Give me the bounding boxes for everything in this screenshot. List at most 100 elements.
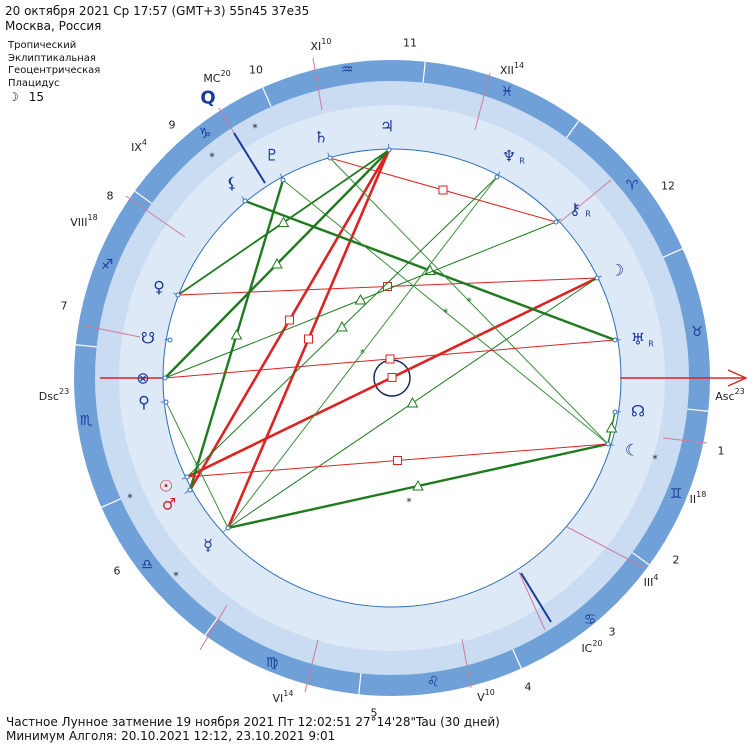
cusp-label: II18 [690,490,707,506]
trine-aspect-icon [271,257,283,269]
eclipse-info: Частное Лунное затмение 19 ноября 2021 П… [6,715,500,729]
planet-anchor-dot [386,147,392,153]
house-number: 12 [661,180,675,193]
planet-anchor-dot [225,525,231,531]
trine-aspect-icon [354,293,367,305]
house-cusp-line [304,639,319,693]
sign-divider [75,344,97,348]
planet-anchor-dot [175,292,181,298]
star-marker: * [406,496,412,509]
lilith-icon: ⚸ [226,174,238,193]
house-number: 9 [169,119,176,132]
sign-divider [101,498,121,508]
sextile-aspect-icon: ✶ [465,296,473,306]
star-marker: * [127,492,133,505]
house-cusp-line [474,72,491,131]
star-marker: * [209,151,215,164]
cusp-label: VIII18 [70,213,97,229]
moon-phase: ☽ 15 [8,90,54,104]
trine-aspect-icon [277,216,290,227]
house-cusp-line [125,195,186,238]
house-cusp-line [566,526,644,568]
planet-anchor-dot [184,474,190,480]
house-number: 6 [114,565,121,578]
house-cusp-line [461,638,472,689]
cusp-label: V10 [477,688,495,704]
house-number: 4 [525,681,532,694]
chart-footer: Частное Лунное затмение 19 ноября 2021 П… [6,715,500,743]
sign-divider [631,552,650,566]
sign-glyph-icon: ♈ [626,178,639,194]
sextile-aspect-icon: ✶ [442,307,450,317]
star-marker: * [252,122,258,135]
asc-arrow-icon [727,369,748,387]
saturn-icon: ♄ [314,128,328,147]
algol-info: Минимум Алголя: 20.10.2021 12:12, 23.10.… [6,729,336,743]
pluto-icon: ♇ [265,146,279,165]
mc-label: MC20 [203,69,230,85]
chart-header: 20 октября 2021 Ср 17:57 (GMT+3) 55n45 3… [5,4,309,34]
star-marker: * [173,570,179,583]
cusp-label: XII14 [500,61,524,77]
sign-divider [134,190,153,204]
square-aspect-icon [385,354,395,364]
house-cusp-line [199,604,228,651]
sign-glyph-icon: ♌ [427,674,440,690]
planet-anchor-dot [327,155,333,161]
aspect-line [282,179,609,445]
house-cusp-line [559,179,612,223]
cusp-label: IX4 [131,138,147,154]
sign-glyph-icon: ♋ [584,612,597,628]
planet-anchor-dot [242,198,248,204]
house-number: 11 [403,37,417,50]
trine-aspect-icon [412,479,424,491]
aspect-line [227,176,498,529]
aspect-line [165,401,229,529]
square-aspect-icon [304,334,313,344]
cusp-label: VI14 [273,689,294,705]
chiron-retro-label: R [585,210,591,219]
trine-aspect-icon [605,421,618,433]
star-marker: * [652,453,658,466]
planet-anchor-dot [167,337,173,343]
sign-divider [663,248,683,258]
planet-anchor-dot [594,275,600,281]
neptune-icon: ♆ [502,147,516,166]
trine-aspect-icon [406,396,419,408]
chart-settings: Тропический Эклиптикальная Геоцентрическ… [8,40,100,90]
house-cusp-line [518,571,546,631]
square-aspect-icon [438,185,448,195]
sign-glyph-icon: ♍ [266,655,279,671]
house-number: 10 [249,64,263,77]
south-node-icon: ☋ [141,329,155,348]
sign-glyph-icon: ♐ [101,257,114,273]
sextile-aspect-icon: ✶ [193,460,201,470]
sign-divider [422,61,426,83]
trine-aspect-icon [230,328,243,340]
moon-icon: ☽ [610,261,624,280]
planet-anchor-dot [553,219,559,225]
sign-glyph-icon: ♉ [691,324,704,340]
cusp-label: III4 [644,573,659,589]
uranus-retro-label: R [648,340,654,349]
part-of-fortune-icon: ⊗ [136,369,149,388]
square-aspect-icon [285,315,294,325]
sun-icon: ☉ [159,477,173,496]
selena-icon: ⚲ [138,393,150,412]
planet-anchor-dot [605,441,611,447]
house-number: 1 [718,445,725,458]
mc-axis [233,132,266,184]
planet-anchor-dot [163,399,169,405]
sign-glyph-icon: ♊ [670,486,683,502]
sign-divider [566,120,580,139]
sign-divider [358,673,362,695]
ic-axis [520,572,552,623]
mars-icon: ♂ [162,495,176,514]
sign-glyph-icon: ♏ [80,413,93,429]
planet-anchor-dot [162,375,168,381]
venus-icon: ♀ [153,278,165,297]
chart-datetime: 20 октября 2021 Ср 17:57 (GMT+3) 55n45 3… [5,4,310,18]
house-number: 7 [61,300,68,313]
moon-phase-value: 15 [28,90,45,104]
